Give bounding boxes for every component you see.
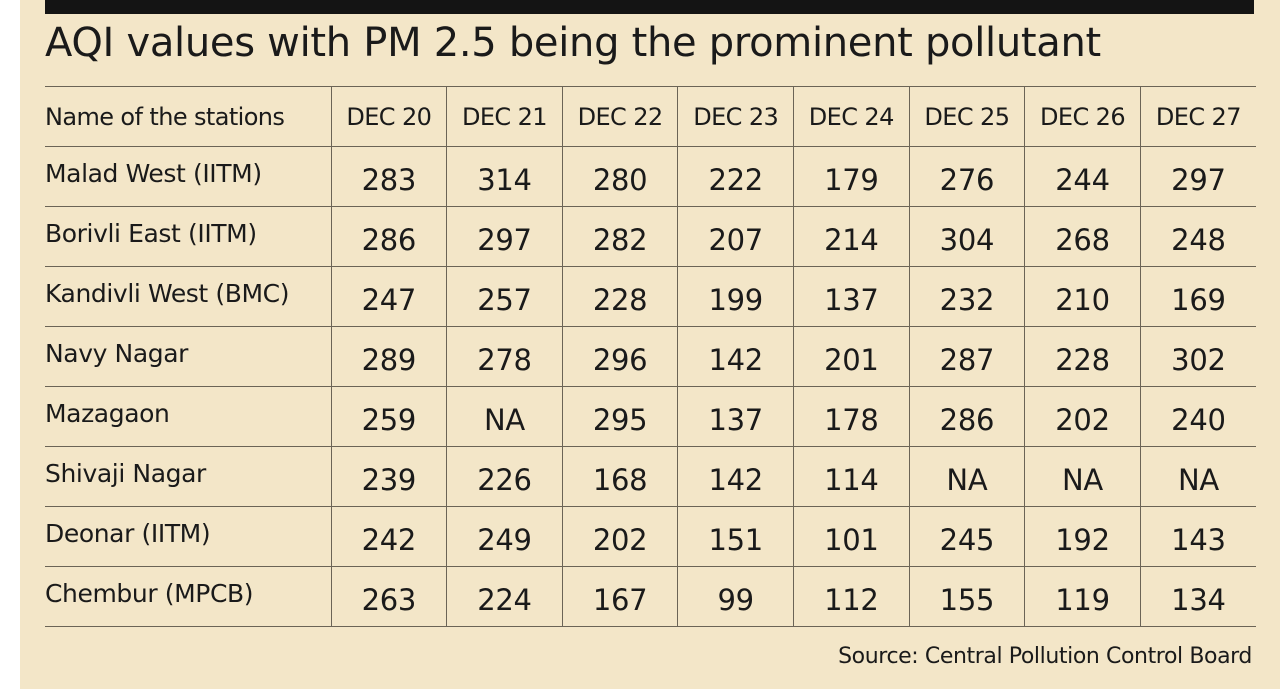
aqi-value-cell: 137 [793, 266, 910, 327]
column-header-date: DEC 20 [331, 86, 448, 147]
aqi-value-cell: 276 [909, 146, 1026, 207]
aqi-value-cell: 142 [677, 446, 794, 507]
source-note: Source: Central Pollution Control Board [838, 644, 1252, 669]
aqi-value-cell: 278 [446, 326, 563, 387]
header-row: Name of the stations DEC 20 DEC 21 DEC 2… [45, 86, 1256, 147]
aqi-value-cell: 244 [1024, 146, 1141, 207]
top-accent-bar [45, 0, 1254, 14]
aqi-value-cell: 240 [1140, 386, 1256, 447]
aqi-value-cell: 297 [1140, 146, 1256, 207]
station-name-cell: Deonar (IITM) [45, 506, 332, 567]
aqi-value-cell: 228 [1024, 326, 1141, 387]
aqi-value-cell: 112 [793, 566, 910, 627]
column-header-date: DEC 26 [1024, 86, 1141, 147]
aqi-value-cell: 192 [1024, 506, 1141, 567]
aqi-value-cell: 143 [1140, 506, 1256, 567]
aqi-value-cell: 201 [793, 326, 910, 387]
table-row: Chembur (MPCB) 263 224 167 99 112 155 119 134 [45, 566, 1256, 627]
table-row: Borivli East (IITM) 286 297 282 207 214 304 268… [45, 206, 1256, 267]
table-row: Deonar (IITM) 242 249 202 151 101 245 192 143 [45, 506, 1256, 567]
station-name-cell: Shivaji Nagar [45, 446, 332, 507]
aqi-value-cell: 282 [562, 206, 679, 267]
aqi-value-cell: 169 [1140, 266, 1256, 327]
aqi-value-cell: NA [909, 446, 1026, 507]
aqi-value-cell: 222 [677, 146, 794, 207]
aqi-value-cell: 167 [562, 566, 679, 627]
column-header-date: DEC 25 [909, 86, 1026, 147]
aqi-value-cell: 248 [1140, 206, 1256, 267]
aqi-value-cell: 304 [909, 206, 1026, 267]
aqi-value-cell: 297 [446, 206, 563, 267]
aqi-value-cell: 296 [562, 326, 679, 387]
station-name-cell: Malad West (IITM) [45, 146, 332, 207]
aqi-value-cell: 242 [331, 506, 448, 567]
station-name-cell: Borivli East (IITM) [45, 206, 332, 267]
table-body: Malad West (IITM) 283 314 280 222 179 276 244 29… [45, 146, 1256, 627]
aqi-value-cell: 224 [446, 566, 563, 627]
aqi-value-cell: 283 [331, 146, 448, 207]
table-row: Malad West (IITM) 283 314 280 222 179 276 244 29… [45, 146, 1256, 207]
table-row: Navy Nagar 289 278 296 142 201 287 228 302 [45, 326, 1256, 387]
aqi-value-cell: 286 [909, 386, 1026, 447]
aqi-value-cell: 302 [1140, 326, 1256, 387]
station-name-cell: Mazagaon [45, 386, 332, 447]
aqi-value-cell: NA [1024, 446, 1141, 507]
aqi-value-cell: 207 [677, 206, 794, 267]
column-header-date: DEC 22 [562, 86, 679, 147]
column-header-date: DEC 21 [446, 86, 563, 147]
aqi-value-cell: 280 [562, 146, 679, 207]
aqi-value-cell: 249 [446, 506, 563, 567]
aqi-value-cell: 228 [562, 266, 679, 327]
station-name-cell: Kandivli West (BMC) [45, 266, 332, 327]
aqi-value-cell: 178 [793, 386, 910, 447]
aqi-value-cell: 226 [446, 446, 563, 507]
aqi-value-cell: 101 [793, 506, 910, 567]
aqi-value-cell: 168 [562, 446, 679, 507]
aqi-value-cell: 142 [677, 326, 794, 387]
aqi-value-cell: 259 [331, 386, 448, 447]
aqi-value-cell: 268 [1024, 206, 1141, 267]
aqi-value-cell: 179 [793, 146, 910, 207]
station-name-cell: Navy Nagar [45, 326, 332, 387]
column-header-station: Name of the stations [45, 86, 332, 147]
aqi-value-cell: NA [446, 386, 563, 447]
aqi-value-cell: 99 [677, 566, 794, 627]
aqi-value-cell: 202 [562, 506, 679, 567]
aqi-value-cell: 202 [1024, 386, 1141, 447]
aqi-value-cell: 114 [793, 446, 910, 507]
table-row: Kandivli West (BMC) 247 257 228 199 137 232 210… [45, 266, 1256, 327]
aqi-value-cell: 137 [677, 386, 794, 447]
aqi-value-cell: 286 [331, 206, 448, 267]
chart-title: AQI values with PM 2.5 being the promine… [45, 20, 1101, 66]
aqi-value-cell: 151 [677, 506, 794, 567]
aqi-value-cell: 245 [909, 506, 1026, 567]
aqi-value-cell: 199 [677, 266, 794, 327]
aqi-value-cell: 263 [331, 566, 448, 627]
aqi-value-cell: 289 [331, 326, 448, 387]
column-header-date: DEC 24 [793, 86, 910, 147]
aqi-value-cell: 295 [562, 386, 679, 447]
column-header-date: DEC 23 [677, 86, 794, 147]
aqi-value-cell: 257 [446, 266, 563, 327]
aqi-value-cell: 155 [909, 566, 1026, 627]
station-name-cell: Chembur (MPCB) [45, 566, 332, 627]
aqi-value-cell: 247 [331, 266, 448, 327]
aqi-value-cell: 314 [446, 146, 563, 207]
aqi-value-cell: 119 [1024, 566, 1141, 627]
aqi-value-cell: 214 [793, 206, 910, 267]
aqi-value-cell: 210 [1024, 266, 1141, 327]
table-row: Mazagaon 259 NA 295 137 178 286 202 240 [45, 386, 1256, 447]
aqi-table: Name of the stations DEC 20 DEC 21 DEC 2… [45, 86, 1256, 627]
aqi-value-cell: 232 [909, 266, 1026, 327]
column-header-date: DEC 27 [1140, 86, 1256, 147]
table-row: Shivaji Nagar 239 226 168 142 114 NA NA NA [45, 446, 1256, 507]
aqi-value-cell: NA [1140, 446, 1256, 507]
aqi-value-cell: 134 [1140, 566, 1256, 627]
aqi-value-cell: 287 [909, 326, 1026, 387]
aqi-value-cell: 239 [331, 446, 448, 507]
